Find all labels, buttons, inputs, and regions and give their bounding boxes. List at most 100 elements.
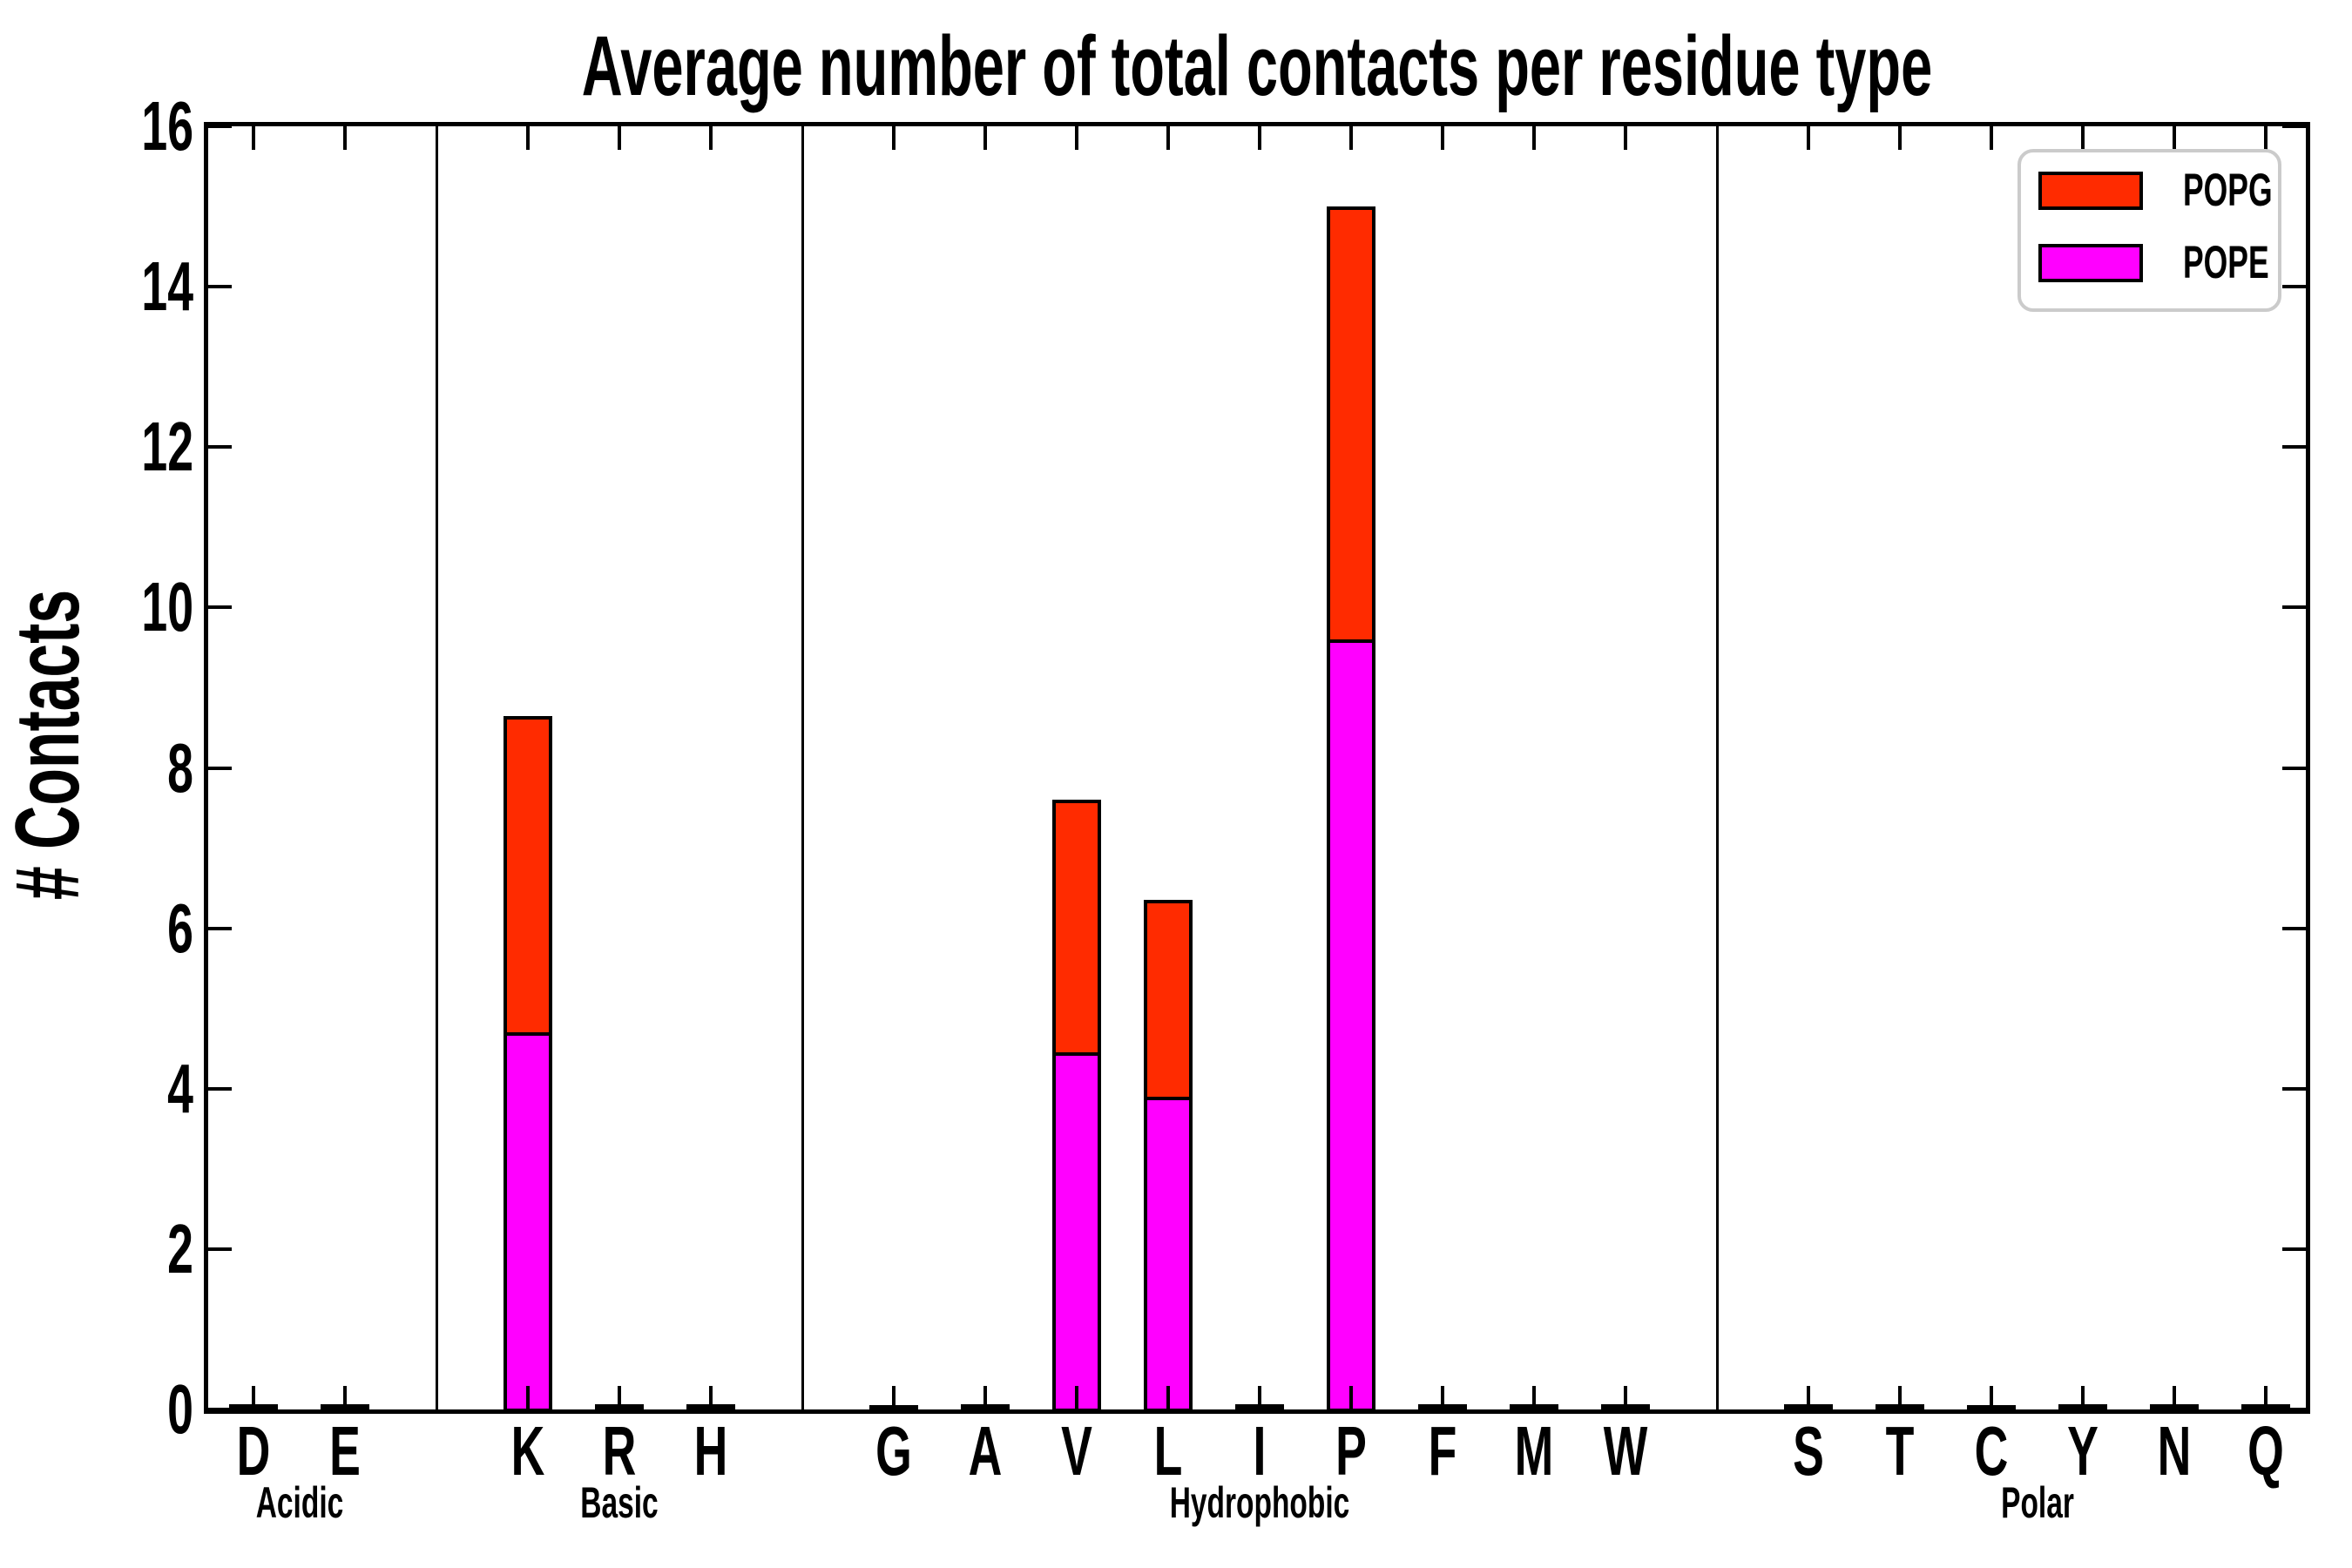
x-tick-top-R bbox=[618, 126, 621, 150]
x-tick-bottom-A bbox=[983, 1386, 987, 1409]
x-tick-bottom-C bbox=[1990, 1386, 1993, 1409]
x-tick-label-H: H bbox=[693, 1412, 728, 1490]
y-tick-label-8: 8 bbox=[167, 728, 193, 807]
x-tick-bottom-P bbox=[1349, 1386, 1353, 1409]
x-tick-bottom-M bbox=[1532, 1386, 1536, 1409]
group-divider bbox=[801, 126, 804, 1409]
y-tick-label-14: 14 bbox=[141, 247, 193, 326]
x-tick-bottom-Y bbox=[2081, 1386, 2085, 1409]
x-tick-top-S bbox=[1807, 126, 1810, 150]
legend-label-popg: POPG bbox=[2183, 165, 2273, 216]
y-tick-left-14 bbox=[208, 285, 232, 289]
y-tick-label-4: 4 bbox=[167, 1049, 193, 1127]
y-tick-label-10: 10 bbox=[141, 568, 193, 646]
y-tick-right-4 bbox=[2282, 1086, 2306, 1091]
y-tick-left-2 bbox=[208, 1247, 232, 1251]
x-tick-label-G: G bbox=[875, 1412, 912, 1490]
x-tick-top-H bbox=[709, 126, 713, 150]
x-tick-label-S: S bbox=[1793, 1412, 1824, 1490]
y-tick-left-0 bbox=[208, 1408, 232, 1411]
y-tick-left-4 bbox=[208, 1086, 232, 1091]
x-tick-label-C: C bbox=[1974, 1412, 2009, 1490]
group-divider bbox=[1715, 126, 1719, 1409]
y-tick-right-2 bbox=[2282, 1247, 2306, 1251]
legend-item-pope: POPE bbox=[2038, 237, 2311, 288]
x-tick-label-K: K bbox=[510, 1412, 545, 1490]
x-tick-top-L bbox=[1166, 126, 1170, 150]
x-tick-bottom-E bbox=[343, 1386, 347, 1409]
x-tick-label-D: D bbox=[236, 1412, 271, 1490]
bar-V-popg bbox=[1052, 800, 1101, 1057]
bar-P-pope bbox=[1327, 639, 1375, 1412]
x-tick-label-I: I bbox=[1253, 1412, 1267, 1490]
x-tick-bottom-L bbox=[1166, 1386, 1170, 1409]
x-tick-label-A: A bbox=[968, 1412, 1003, 1490]
y-tick-label-12: 12 bbox=[141, 408, 193, 486]
y-tick-left-16 bbox=[208, 125, 232, 128]
group-label-acidic: Acidic bbox=[255, 1478, 343, 1527]
y-tick-left-6 bbox=[208, 926, 232, 930]
bar-L-pope bbox=[1144, 1096, 1193, 1412]
x-tick-bottom-T bbox=[1898, 1386, 1902, 1409]
y-tick-right-16 bbox=[2282, 125, 2306, 128]
y-tick-right-0 bbox=[2282, 1408, 2306, 1411]
legend-item-popg: POPG bbox=[2038, 165, 2316, 216]
x-tick-top-P bbox=[1349, 126, 1353, 150]
x-tick-bottom-V bbox=[1075, 1386, 1078, 1409]
bar-V-pope bbox=[1052, 1052, 1101, 1412]
legend-swatch-popg bbox=[2038, 172, 2143, 210]
y-tick-left-8 bbox=[208, 766, 232, 770]
y-tick-label-6: 6 bbox=[167, 889, 193, 967]
bar-L-popg bbox=[1144, 900, 1193, 1100]
x-tick-label-Q: Q bbox=[2247, 1412, 2284, 1490]
y-tick-right-14 bbox=[2282, 285, 2306, 289]
x-tick-label-N: N bbox=[2157, 1412, 2192, 1490]
x-tick-bottom-K bbox=[526, 1386, 530, 1409]
x-tick-bottom-F bbox=[1441, 1386, 1444, 1409]
x-tick-label-T: T bbox=[1885, 1412, 1915, 1490]
x-tick-label-V: V bbox=[1061, 1412, 1092, 1490]
y-tick-right-10 bbox=[2282, 605, 2306, 610]
bar-P-popg bbox=[1327, 206, 1375, 644]
x-tick-top-D bbox=[252, 126, 255, 150]
x-tick-bottom-Q bbox=[2264, 1386, 2268, 1409]
x-tick-top-Y bbox=[2081, 126, 2085, 150]
x-tick-top-E bbox=[343, 126, 347, 150]
legend: POPG POPE bbox=[2017, 149, 2281, 312]
group-label-basic: Basic bbox=[580, 1478, 659, 1527]
x-tick-bottom-H bbox=[709, 1386, 713, 1409]
x-tick-top-M bbox=[1532, 126, 1536, 150]
group-divider bbox=[435, 126, 438, 1409]
x-tick-top-Q bbox=[2264, 126, 2268, 150]
x-tick-top-V bbox=[1075, 126, 1078, 150]
legend-swatch-pope bbox=[2038, 244, 2143, 282]
x-tick-top-C bbox=[1990, 126, 1993, 150]
x-tick-label-E: E bbox=[329, 1412, 361, 1490]
y-tick-label-2: 2 bbox=[167, 1209, 193, 1288]
bar-K-popg bbox=[504, 715, 552, 1037]
group-label-hydrophobic: Hydrophobic bbox=[1169, 1478, 1350, 1527]
x-tick-label-W: W bbox=[1603, 1412, 1648, 1490]
x-tick-bottom-I bbox=[1258, 1386, 1261, 1409]
y-tick-right-6 bbox=[2282, 926, 2306, 930]
y-tick-right-8 bbox=[2282, 766, 2306, 770]
x-tick-top-F bbox=[1441, 126, 1444, 150]
y-tick-left-10 bbox=[208, 605, 232, 610]
x-tick-bottom-R bbox=[618, 1386, 621, 1409]
x-tick-bottom-N bbox=[2173, 1386, 2176, 1409]
y-tick-left-12 bbox=[208, 445, 232, 449]
y-tick-right-12 bbox=[2282, 445, 2306, 449]
x-tick-label-R: R bbox=[602, 1412, 637, 1490]
legend-label-pope: POPE bbox=[2183, 237, 2269, 288]
chart-title: Average number of total contacts per res… bbox=[581, 18, 1933, 113]
group-label-polar: Polar bbox=[2000, 1478, 2074, 1527]
x-tick-label-Y: Y bbox=[2067, 1412, 2099, 1490]
x-tick-top-G bbox=[892, 126, 896, 150]
x-tick-top-N bbox=[2173, 126, 2176, 150]
x-tick-top-T bbox=[1898, 126, 1902, 150]
x-tick-bottom-G bbox=[892, 1386, 896, 1409]
x-tick-top-W bbox=[1624, 126, 1627, 150]
x-tick-bottom-W bbox=[1624, 1386, 1627, 1409]
x-tick-bottom-S bbox=[1807, 1386, 1810, 1409]
